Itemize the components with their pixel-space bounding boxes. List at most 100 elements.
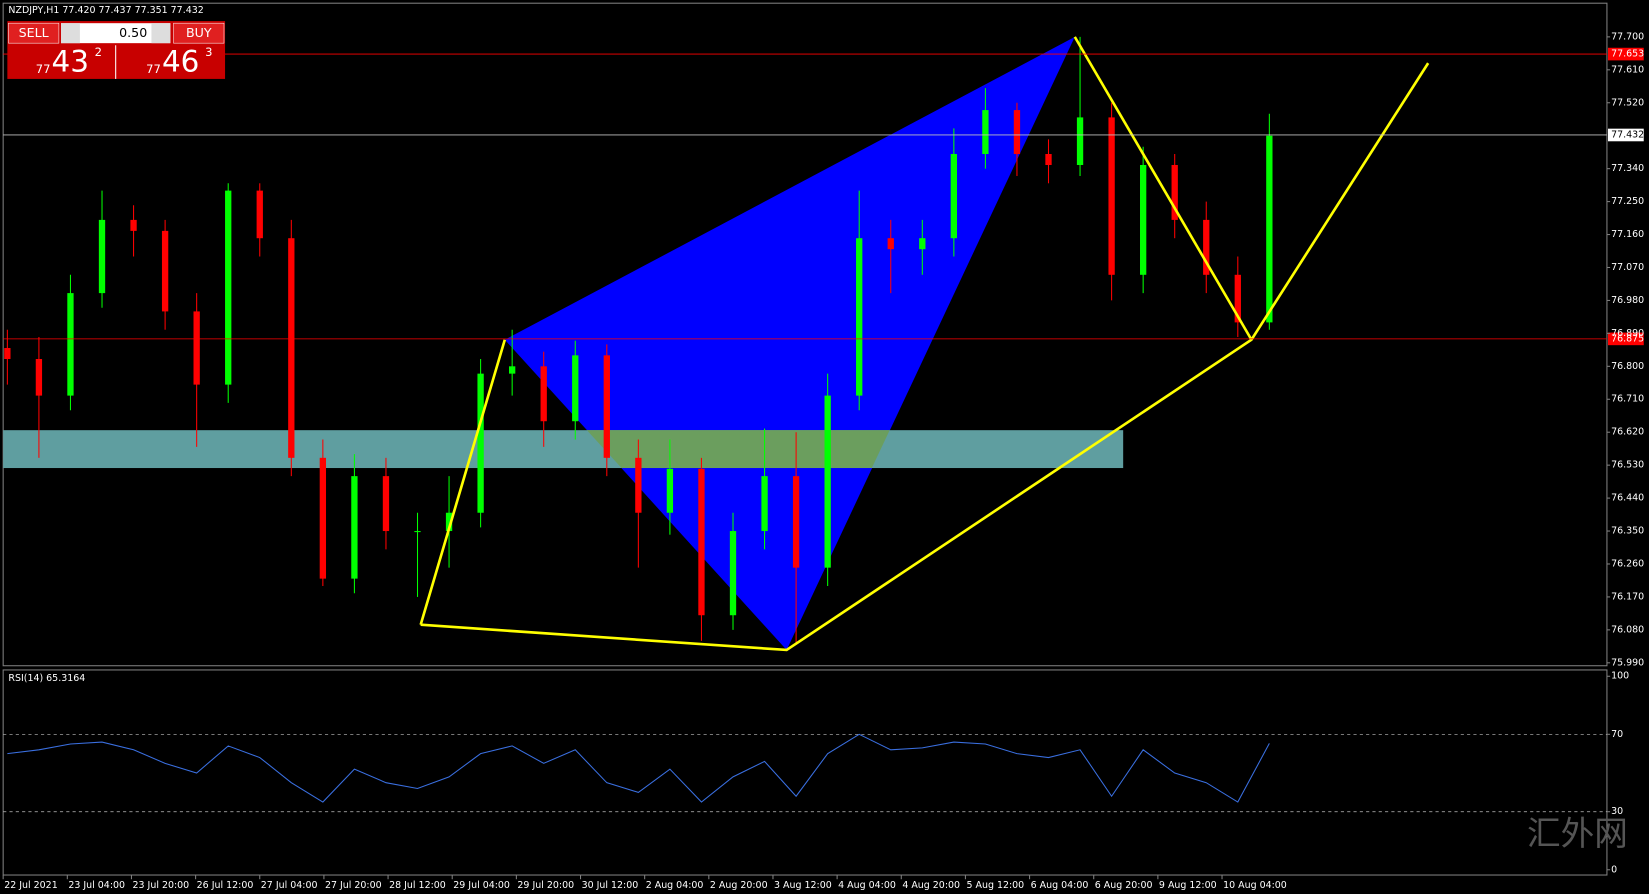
x-tick-label: 4 Aug 04:00 [838, 880, 896, 891]
candle-body [919, 238, 926, 250]
x-tick-label: 4 Aug 20:00 [902, 880, 960, 891]
candle-body [603, 355, 610, 458]
candle-body [98, 219, 106, 294]
x-tick-label: 29 Jul 04:00 [453, 880, 510, 891]
lot-down[interactable] [60, 23, 80, 44]
y-tick-label: 76.800 [1611, 361, 1644, 372]
y-tick-label: 77.070 [1611, 262, 1644, 273]
y-tick-label: 76.440 [1611, 493, 1644, 504]
candle-body [761, 476, 768, 532]
support-zone [3, 430, 1124, 469]
y-tick-label: 77.250 [1611, 196, 1644, 207]
x-tick-label: 5 Aug 12:00 [966, 880, 1024, 891]
candle-body [509, 366, 516, 374]
price-label: 77.653 [1611, 49, 1644, 60]
candle-body [319, 457, 327, 579]
watermark: 汇外网 [1527, 814, 1628, 853]
rsi-line [7, 733, 1270, 803]
candle-body [1108, 117, 1115, 275]
lot-up[interactable] [151, 23, 171, 44]
y-tick-label: 76.980 [1611, 295, 1644, 306]
pattern-triangle [504, 36, 1075, 650]
lot-input[interactable] [60, 23, 171, 44]
y-tick-label: 76.350 [1611, 526, 1644, 537]
candle-body [1171, 164, 1178, 220]
buy-main: 46 [162, 45, 199, 79]
candle-body [1045, 154, 1052, 165]
lot-value[interactable]: 0.50 [119, 25, 147, 40]
x-tick-label: 26 Jul 12:00 [197, 880, 254, 891]
candle-body [256, 190, 263, 239]
y-tick-label: 76.890 [1611, 328, 1644, 339]
y-tick-label: 77.520 [1611, 97, 1644, 108]
overlay: 77.653 76.875 77.432 [3, 47, 1644, 346]
candle-body [729, 531, 737, 616]
x-tick-label: 28 Jul 12:00 [389, 880, 446, 891]
y-tick-label: 76.710 [1611, 394, 1644, 405]
candle-body [35, 358, 43, 396]
candle-body [414, 531, 421, 533]
rsi-title: RSI(14) 65.3164 [8, 673, 85, 684]
y-tick-label: 76.080 [1611, 624, 1644, 635]
pattern-line [420, 62, 1430, 652]
buy-suffix: 3 [205, 45, 212, 59]
candle-body [572, 355, 579, 422]
pattern-line [1073, 36, 1253, 341]
x-tick-label: 6 Aug 04:00 [1031, 880, 1089, 891]
candle-body [824, 395, 831, 568]
y-tick-label: 75.990 [1611, 657, 1644, 668]
x-tick-label: 2 Aug 04:00 [646, 880, 704, 891]
rsi-tick-label: 100 [1611, 671, 1629, 682]
main-frame [2, 2, 1608, 667]
pattern-line [419, 339, 507, 626]
x-tick-label: 3 Aug 12:00 [774, 880, 832, 891]
y-tick-label: 76.170 [1611, 591, 1644, 602]
candle-body [1203, 219, 1210, 275]
x-tick-label: 29 Jul 20:00 [517, 880, 574, 891]
x-tick-label: 27 Jul 20:00 [325, 880, 382, 891]
candle-body [4, 348, 11, 359]
sell-label[interactable]: SELL [19, 25, 49, 40]
x-tick-label: 22 Jul 2021 [4, 880, 58, 891]
price-label: 76.875 [1611, 333, 1644, 344]
sell-button[interactable] [8, 22, 60, 44]
candle-body [1139, 164, 1147, 275]
rsi-tick-label: 0 [1611, 864, 1617, 875]
y-tick-label: 76.260 [1611, 558, 1644, 569]
candle-body [856, 238, 863, 396]
candle-body [288, 238, 295, 458]
candle-body [193, 311, 200, 385]
sell-prefix: 77 [36, 62, 51, 76]
candle-body [225, 190, 232, 385]
y-tick-label: 77.700 [1611, 31, 1644, 42]
price-label-box [1607, 332, 1644, 346]
buy-label[interactable]: BUY [186, 25, 212, 40]
buy-button[interactable] [173, 22, 225, 44]
candle-body [982, 110, 989, 155]
rsi-tick-label: 30 [1611, 806, 1623, 817]
symbol-line: NZDJPY,H1 77.420 77.437 77.351 77.432 [8, 5, 203, 16]
zone-overlap [586, 430, 890, 469]
y-tick-label: 76.530 [1611, 460, 1644, 471]
price-label-box [1607, 47, 1644, 61]
sell-main: 43 [52, 45, 89, 79]
buy-prefix: 77 [146, 62, 161, 76]
sell-suffix: 2 [95, 45, 102, 59]
rsi-tick-label: 70 [1611, 729, 1623, 740]
candle-body [477, 373, 484, 513]
x-tick-label: 27 Jul 04:00 [261, 880, 318, 891]
y-tick-label: 76.620 [1611, 427, 1644, 438]
trade-panel: SELL 0.50 BUY 77 43 2 77 46 3 [7, 21, 226, 79]
y-tick-label: 77.160 [1611, 229, 1644, 240]
candle-body [1013, 110, 1021, 155]
candle-body [666, 468, 674, 513]
x-tick-label: 6 Aug 20:00 [1095, 880, 1153, 891]
candle-body [792, 476, 800, 568]
y-tick-label: 77.340 [1611, 163, 1644, 174]
y-tick-label: 77.610 [1611, 64, 1644, 75]
rsi-frame [2, 669, 1608, 876]
candle-body [887, 238, 894, 250]
candle-body [67, 293, 74, 396]
